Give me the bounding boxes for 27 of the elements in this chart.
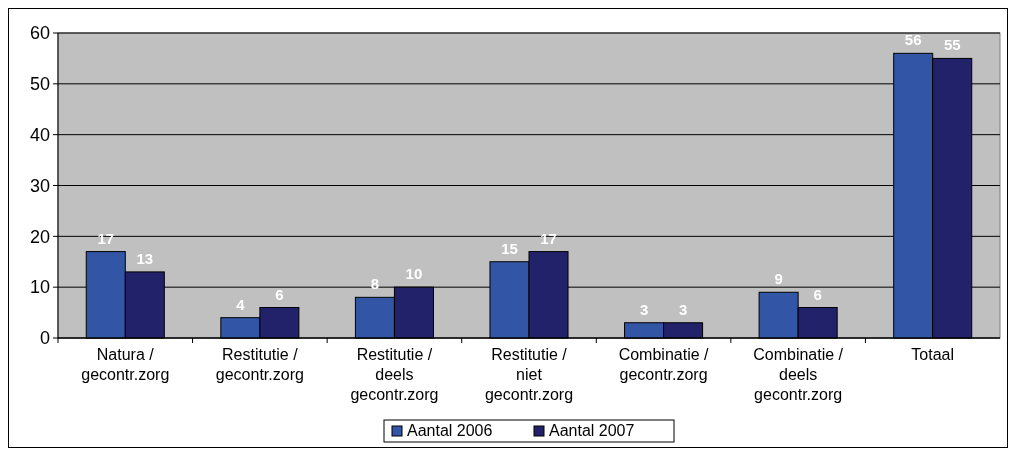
y-tick-label: 20 <box>29 226 50 247</box>
legend-label: Aantal 2007 <box>549 422 635 439</box>
data-label: 56 <box>904 31 922 49</box>
x-tick-label: Combinatie / gecontr.zorg <box>618 346 710 383</box>
y-tick-label: 10 <box>29 277 50 298</box>
data-label: 6 <box>813 285 822 303</box>
y-tick-label: 30 <box>29 175 50 196</box>
data-label: 4 <box>236 295 246 313</box>
y-tick-label: 40 <box>29 124 50 145</box>
x-tick-label: Restitutie / deels gecontr.zorg <box>350 346 439 403</box>
data-label: 10 <box>405 265 423 283</box>
data-label: 13 <box>136 249 154 267</box>
y-tick-label: 60 <box>29 23 50 44</box>
x-tick-label: Natura / gecontr.zorg <box>81 346 170 383</box>
x-tick-label: Restitutie / gecontr.zorg <box>215 346 304 383</box>
data-label: 55 <box>943 36 961 54</box>
data-label: 15 <box>501 239 518 257</box>
x-tick-label: Restitutie / niet gecontr.zorg <box>484 346 574 403</box>
data-label: 3 <box>678 300 688 318</box>
data-label: 6 <box>275 285 284 303</box>
y-tick-label: 50 <box>29 74 50 95</box>
legend-label: Aantal 2006 <box>407 422 493 439</box>
x-tick-label: Totaal <box>911 346 955 363</box>
data-label: 3 <box>639 300 649 318</box>
x-tick-label: Combinatie / deels gecontr.zorg <box>753 346 844 403</box>
data-label: 9 <box>774 270 783 288</box>
y-tick-label: 0 <box>39 328 50 349</box>
